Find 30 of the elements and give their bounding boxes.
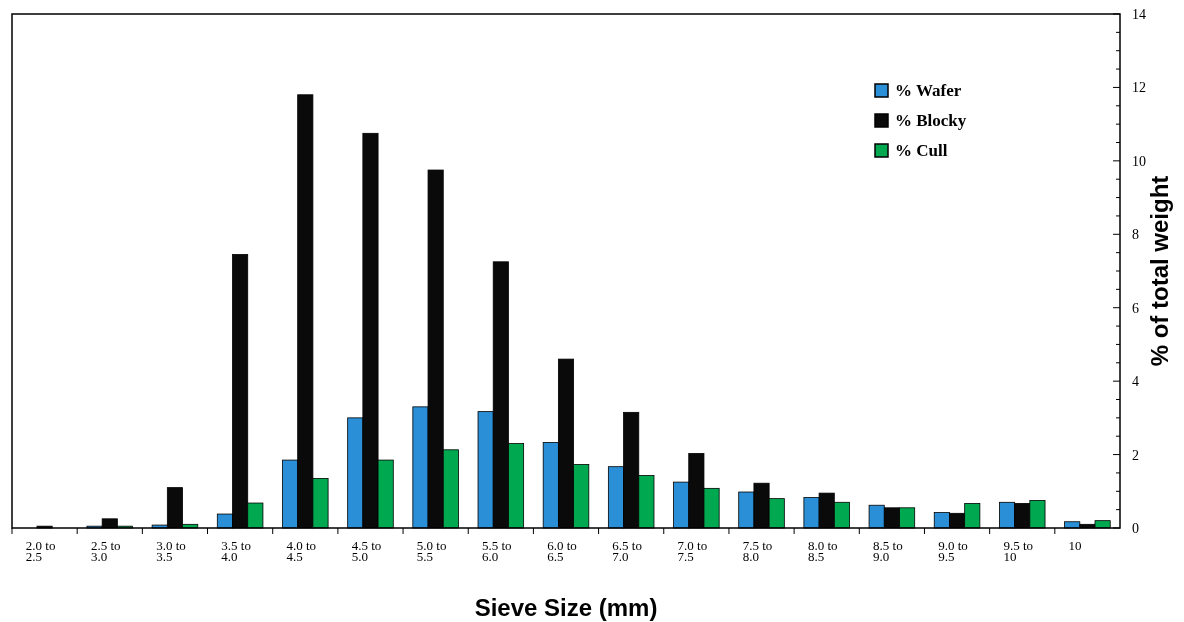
x-tick-label: 3.5 to 4.0 xyxy=(221,538,251,564)
x-tick-label: 2.0 to 2.5 xyxy=(25,538,56,564)
y-tick-label: 12 xyxy=(1132,80,1146,96)
y-tick-label: 10 xyxy=(1132,153,1146,169)
y-tick-label: 2 xyxy=(1132,447,1139,463)
x-tick-label: 9.0 to 9.5 xyxy=(938,538,968,564)
y-tick-label: 0 xyxy=(1132,521,1139,536)
legend-label: % Blocky xyxy=(895,111,967,130)
x-tick-label: 8.5 to 9.0 xyxy=(873,538,903,564)
x-tick-label: 5.5 to 6.0 xyxy=(482,538,512,564)
x-tick-label: 10 xyxy=(1068,538,1082,553)
y-axis-title: % of total weight xyxy=(1146,175,1173,367)
x-tick-label: 4.0 to 4.5 xyxy=(286,538,317,564)
x-tick-label: 6.5 to 7.0 xyxy=(612,538,642,564)
x-tick-label: 3.0 to 3.5 xyxy=(156,538,186,564)
y-tick-label: 4 xyxy=(1132,374,1139,390)
x-tick-label: 8.0 to 8.5 xyxy=(807,538,838,564)
legend-label: % Cull xyxy=(895,141,948,160)
x-tick-label: 2.5 to 3.0 xyxy=(90,538,121,564)
x-tick-label: 7.0 to 7.5 xyxy=(677,538,708,564)
x-axis-title: Sieve Size (mm) xyxy=(474,594,658,621)
x-tick-label: 7.5 to 8.0 xyxy=(742,538,773,564)
y-tick-label: 14 xyxy=(1132,7,1146,22)
x-tick-label: 5.0 to 5.5 xyxy=(416,538,447,564)
x-tick-label: 6.0 to 6.5 xyxy=(547,538,577,564)
x-tick-label: 4.5 to 5.0 xyxy=(351,538,382,564)
x-tick-label: 9.5 to 10 xyxy=(1003,538,1034,564)
y-tick-label: 6 xyxy=(1132,300,1139,316)
legend-label: % Wafer xyxy=(895,81,962,100)
y-tick-label: 8 xyxy=(1132,227,1139,243)
